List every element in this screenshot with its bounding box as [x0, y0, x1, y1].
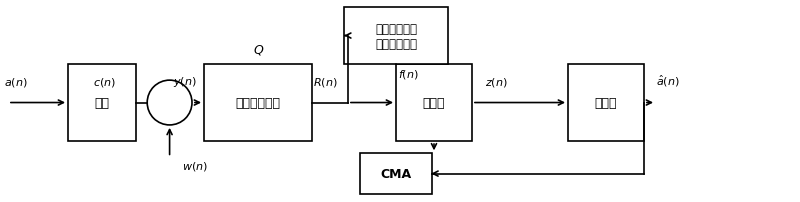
Text: 均衡器: 均衡器: [422, 97, 446, 109]
Bar: [568, 65, 644, 141]
Text: $z(n)$: $z(n)$: [485, 76, 507, 89]
Text: $\hat{a}(n)$: $\hat{a}(n)$: [656, 74, 680, 89]
Text: $y(n)$: $y(n)$: [173, 75, 197, 89]
Text: $f(n)$: $f(n)$: [398, 68, 419, 81]
Bar: [396, 65, 472, 141]
Text: 混沌与最速下
降法联合优化: 混沌与最速下 降法联合优化: [375, 22, 417, 50]
Text: $R(n)$: $R(n)$: [313, 76, 338, 89]
Bar: [360, 154, 432, 194]
Text: 信道: 信道: [94, 97, 110, 109]
Text: 判决器: 判决器: [594, 97, 618, 109]
Text: $a(n)$: $a(n)$: [4, 76, 28, 89]
Ellipse shape: [147, 81, 192, 125]
Bar: [344, 8, 448, 65]
Text: $Q$: $Q$: [253, 43, 264, 57]
Text: 正交小波变换: 正交小波变换: [235, 97, 281, 109]
Text: CMA: CMA: [381, 167, 411, 180]
Bar: [68, 65, 136, 141]
Text: $c(n)$: $c(n)$: [93, 76, 115, 89]
Text: $w(n)$: $w(n)$: [182, 159, 208, 172]
Bar: [204, 65, 312, 141]
